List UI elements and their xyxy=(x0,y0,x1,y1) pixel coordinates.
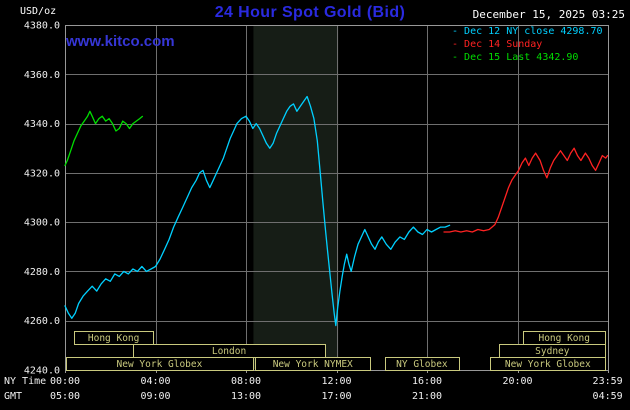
y-axis-label: 4260.0 xyxy=(24,316,60,327)
units-label: USD/oz xyxy=(20,6,57,17)
legend-label: Dec 14 Sunday xyxy=(464,39,543,50)
session-box-ny-globex: NY Globex xyxy=(385,357,460,371)
x-axis-label-gmt: 21:00 xyxy=(412,391,442,402)
x-axis-label-gmt: 04:59 xyxy=(593,391,623,402)
x-axis-label-gmt: 05:00 xyxy=(50,391,80,402)
session-label: Sydney xyxy=(535,346,570,357)
session-label: New York Globex xyxy=(117,359,203,370)
y-axis-label: 4300.0 xyxy=(24,218,60,229)
session-box-london: London xyxy=(133,344,326,358)
x-axis-label-ny: 08:00 xyxy=(231,376,261,387)
y-axis-label: 4340.0 xyxy=(24,119,60,130)
session-box-sydney: Sydney xyxy=(499,344,606,358)
y-axis-label: 4240.0 xyxy=(24,366,60,377)
page-title: 24 Hour Spot Gold (Bid) xyxy=(214,4,406,21)
gridlines xyxy=(65,25,608,370)
session-label: Hong Kong xyxy=(538,333,589,344)
legend-marker: - xyxy=(452,26,465,37)
legend-marker: - xyxy=(452,39,465,50)
x-axis-label-gmt: 17:00 xyxy=(321,391,351,402)
chart-legend: - Dec 12 NY close 4298.70- Dec 14 Sunday… xyxy=(452,25,603,64)
chart-datetime: December 15, 2025 03:25 xyxy=(472,8,625,21)
session-label: NY Globex xyxy=(396,359,448,370)
series-dec-14-sunday xyxy=(443,147,609,233)
gmt-axis-title: GMT xyxy=(4,391,22,402)
series-dec-12-ny-close xyxy=(64,95,451,327)
session-label: New York NYMEX xyxy=(273,359,353,370)
session-box-new-york-globex: New York Globex xyxy=(66,357,254,371)
y-axis-label: 4380.0 xyxy=(24,21,60,32)
x-axis-label-ny: 23:59 xyxy=(593,376,623,387)
session-box-new-york-globex: New York Globex xyxy=(490,357,606,371)
kitco-site-link[interactable]: www.kitco.com xyxy=(66,33,175,50)
session-box-new-york-nymex: New York NYMEX xyxy=(255,357,371,371)
x-axis-label-ny: 16:00 xyxy=(412,376,442,387)
legend-label: Dec 12 NY close 4298.70 xyxy=(464,26,603,37)
x-axis-label-gmt: 13:00 xyxy=(231,391,261,402)
x-axis-label-ny: 12:00 xyxy=(321,376,351,387)
legend-item: - Dec 15 Last 4342.90 xyxy=(452,51,603,64)
y-axis-label: 4360.0 xyxy=(24,70,60,81)
session-label: Hong Kong xyxy=(88,333,139,344)
axis-labels: 4240.0 4260.0 4280.0 4300.0 4320.0 4340.0 4360… xyxy=(4,21,623,403)
x-axis-label-ny: 00:00 xyxy=(50,376,80,387)
session-box-hong-kong: Hong Kong xyxy=(523,331,606,345)
legend-marker: - xyxy=(452,52,465,63)
x-axis-label-ny: 20:00 xyxy=(502,376,532,387)
x-axis-label-gmt: 09:00 xyxy=(140,391,170,402)
ny-time-axis-title: NY Time xyxy=(4,376,46,387)
ny-session-highlight-band xyxy=(253,26,339,369)
series-dec-15-last xyxy=(64,110,144,167)
legend-item: - Dec 12 NY close 4298.70 xyxy=(452,25,603,38)
y-axis-label: 4280.0 xyxy=(24,267,60,278)
session-label: London xyxy=(212,346,246,357)
legend-label: Dec 15 Last 4342.90 xyxy=(464,52,579,63)
x-axis-label-ny: 04:00 xyxy=(140,376,170,387)
session-box-hong-kong: Hong Kong xyxy=(74,331,154,345)
session-label: New York Globex xyxy=(505,359,591,370)
y-axis-label: 4320.0 xyxy=(24,168,60,179)
legend-item: - Dec 14 Sunday xyxy=(452,38,603,51)
